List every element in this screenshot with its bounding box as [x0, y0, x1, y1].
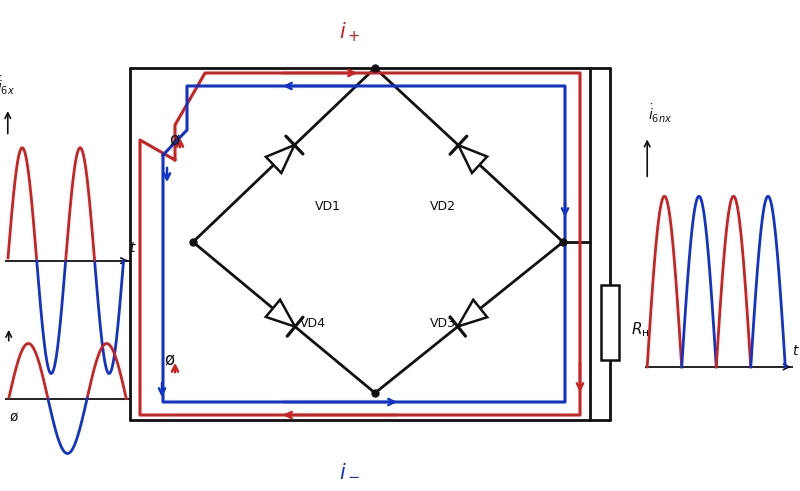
Text: $i_-$: $i_-$: [339, 460, 361, 480]
Polygon shape: [266, 145, 294, 173]
Text: VD1: VD1: [315, 200, 341, 213]
Text: $\dot{i}_{6nx}$: $\dot{i}_{6nx}$: [648, 103, 673, 125]
Polygon shape: [458, 300, 487, 327]
Text: ø: ø: [165, 351, 175, 369]
Text: $t$: $t$: [129, 241, 137, 255]
Text: ø: ø: [10, 409, 18, 424]
Text: $R_{\rm н}$: $R_{\rm н}$: [631, 321, 650, 339]
Text: VD4: VD4: [300, 317, 326, 330]
Text: $\dot{i}_{6x}$: $\dot{i}_{6x}$: [0, 75, 15, 97]
Text: ø: ø: [170, 131, 180, 149]
Text: $t$: $t$: [792, 344, 800, 358]
Polygon shape: [266, 300, 295, 327]
Bar: [601, 285, 619, 360]
Polygon shape: [458, 145, 487, 173]
Text: $i_+$: $i_+$: [339, 20, 361, 44]
Text: VD3: VD3: [430, 317, 456, 330]
Text: VD2: VD2: [430, 200, 456, 213]
